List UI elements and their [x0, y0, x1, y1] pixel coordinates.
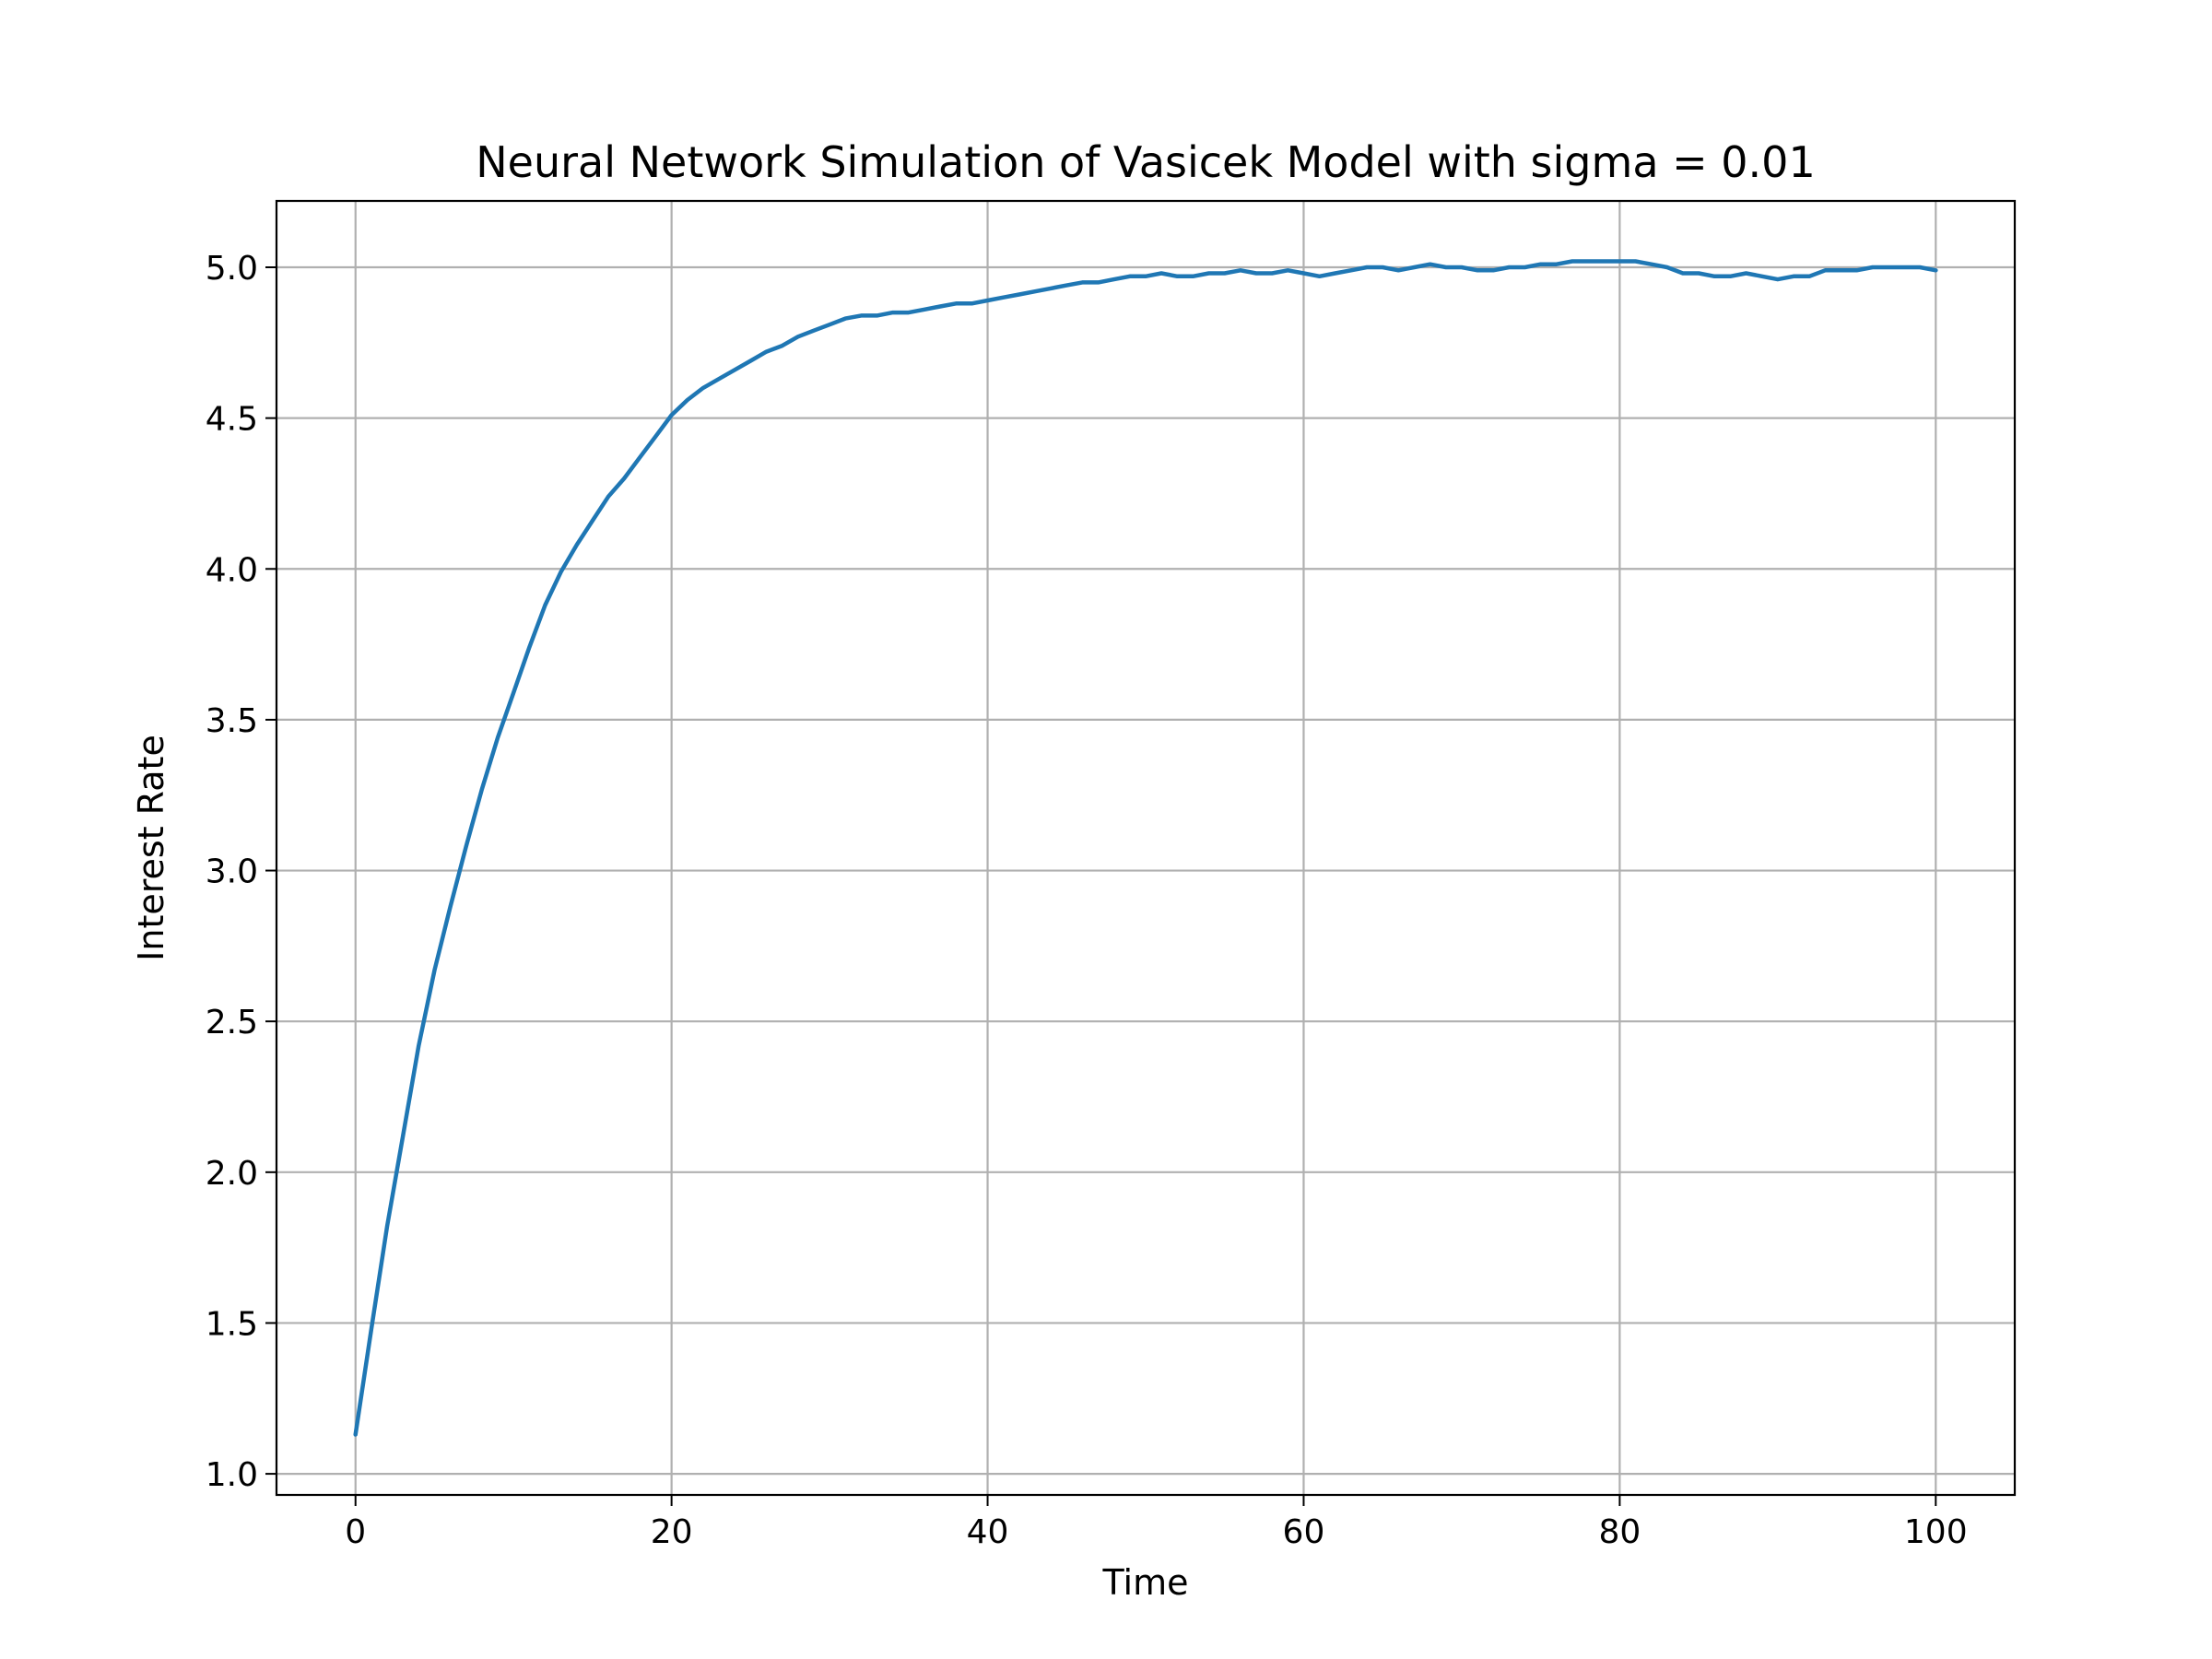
y-tick-label: 1.0 — [206, 1456, 258, 1494]
x-tick-label: 0 — [345, 1513, 366, 1551]
y-tick-label: 3.0 — [206, 853, 258, 891]
series-line-1 — [353, 259, 1938, 1437]
series-layer — [353, 259, 1938, 1437]
y-tick-label: 4.0 — [206, 551, 258, 589]
y-tick-label: 3.5 — [206, 702, 258, 740]
y-tick-label: 4.5 — [206, 401, 258, 439]
y-tick-label: 2.0 — [206, 1155, 258, 1193]
x-axis: 0 20 40 60 80 100 — [345, 1495, 1968, 1551]
x-axis-label: Time — [1102, 1562, 1189, 1603]
y-axis: 1.0 1.5 2.0 2.5 3.0 3.5 4.0 4.5 5.0 — [206, 250, 276, 1494]
x-tick-label: 80 — [1598, 1513, 1641, 1551]
grid — [276, 201, 2015, 1495]
y-tick-label: 2.5 — [206, 1004, 258, 1041]
y-axis-label: Interest Rate — [131, 735, 171, 961]
y-tick-label: 5.0 — [206, 250, 258, 288]
x-tick-label: 100 — [1904, 1513, 1968, 1551]
y-tick-label: 1.5 — [206, 1305, 258, 1343]
x-tick-label: 20 — [651, 1513, 693, 1551]
x-tick-label: 40 — [967, 1513, 1009, 1551]
x-tick-label: 60 — [1283, 1513, 1325, 1551]
chart-title: Neural Network Simulation of Vasicek Mod… — [476, 137, 1815, 187]
plot-frame — [275, 199, 2017, 1497]
